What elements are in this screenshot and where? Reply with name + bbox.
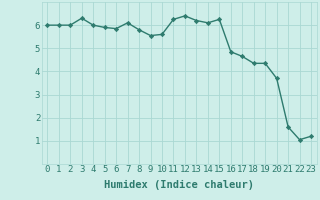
X-axis label: Humidex (Indice chaleur): Humidex (Indice chaleur) xyxy=(104,180,254,190)
